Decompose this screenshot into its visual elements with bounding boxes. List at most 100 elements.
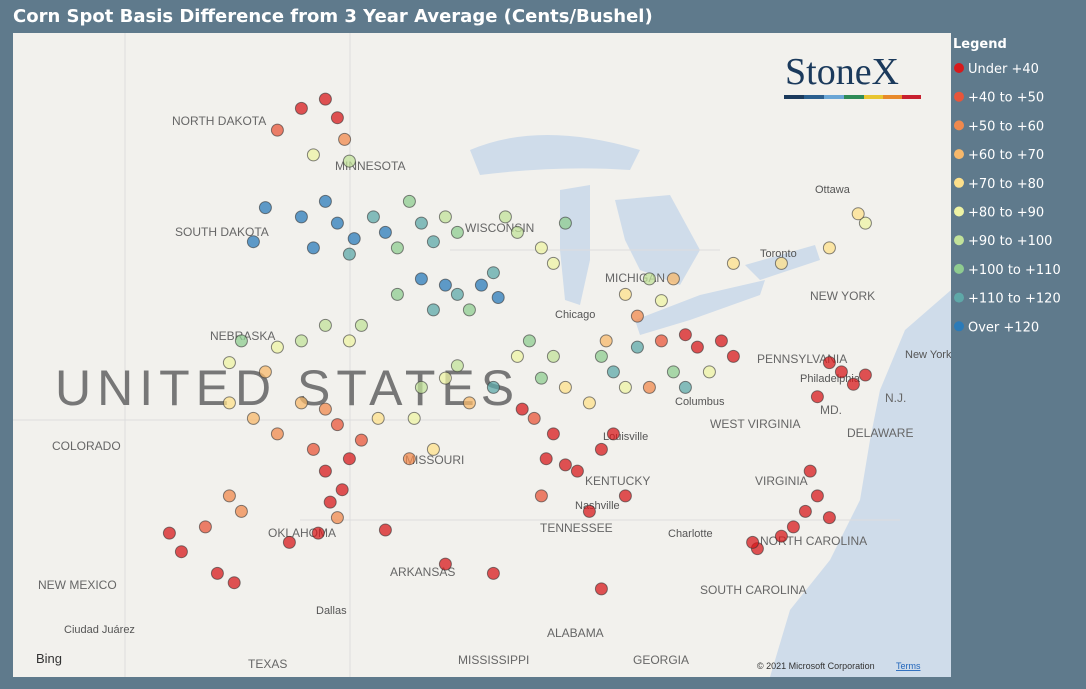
city-label: Dallas xyxy=(316,605,347,617)
lake-michigan xyxy=(560,185,590,305)
data-point xyxy=(822,241,836,255)
map-label: TENNESSEE xyxy=(540,521,613,535)
data-point xyxy=(546,427,560,441)
data-point xyxy=(618,489,632,503)
map-label: GEORGIA xyxy=(633,653,689,667)
data-point xyxy=(714,334,728,348)
city-label: Chicago xyxy=(555,309,595,321)
data-point xyxy=(407,411,421,425)
data-point xyxy=(342,452,356,466)
data-point xyxy=(798,504,812,518)
bing: Bing xyxy=(36,651,62,666)
data-point xyxy=(642,272,656,286)
data-point xyxy=(222,489,236,503)
city-label: Nashville xyxy=(575,500,620,512)
city-label: Toronto xyxy=(760,248,797,260)
data-point xyxy=(618,380,632,394)
data-point xyxy=(858,368,872,382)
legend-label: Over +120 xyxy=(968,320,1039,335)
points xyxy=(162,92,872,596)
map-background xyxy=(13,33,951,677)
map-label: ARKANSAS xyxy=(390,565,455,579)
legend-swatch xyxy=(954,292,964,303)
data-point xyxy=(330,418,344,432)
map-label: MICHIGAN xyxy=(605,271,665,285)
map-label: OKLAHOMA xyxy=(268,526,336,540)
data-point xyxy=(311,526,325,540)
map-label: MD. xyxy=(820,403,842,417)
data-point xyxy=(558,216,572,230)
legend-label: +90 to +100 xyxy=(968,234,1052,249)
legend-label: Under +40 xyxy=(968,62,1039,77)
data-point xyxy=(438,278,452,292)
data-point xyxy=(582,396,596,410)
legend-title: Legend xyxy=(953,37,1007,52)
data-point xyxy=(426,303,440,317)
data-point xyxy=(810,390,824,404)
data-point xyxy=(227,576,241,590)
data-point xyxy=(330,111,344,125)
legend: Under +40 +40 to +50 +50 to +60 +60 to +70 +… xyxy=(954,62,1061,335)
data-point xyxy=(594,349,608,363)
data-point xyxy=(354,318,368,332)
data-point xyxy=(678,380,692,394)
map-labels: NORTH DAKOTA MINNESOTA SOUTH DAKOTA WISC… xyxy=(38,114,951,671)
legend-swatch xyxy=(954,263,964,274)
data-point xyxy=(318,92,332,106)
legend-label: +80 to +90 xyxy=(968,206,1044,221)
data-point xyxy=(294,334,308,348)
data-point xyxy=(378,225,392,239)
data-point xyxy=(294,396,308,410)
data-point xyxy=(822,511,836,525)
legend-swatch xyxy=(954,235,964,246)
data-point xyxy=(294,101,308,115)
data-point xyxy=(450,287,464,301)
data-point xyxy=(654,334,668,348)
map-label: ALABAMA xyxy=(547,626,604,640)
legend-swatch xyxy=(954,206,964,217)
data-point xyxy=(630,340,644,354)
data-point xyxy=(318,402,332,416)
data-point xyxy=(539,452,553,466)
data-point xyxy=(198,520,212,534)
data-point xyxy=(534,489,548,503)
data-point xyxy=(558,380,572,394)
data-point xyxy=(510,349,524,363)
map-label: NEW YORK xyxy=(810,289,875,303)
data-point xyxy=(594,582,608,596)
data-point xyxy=(618,287,632,301)
city-label: Ottawa xyxy=(815,184,851,196)
data-point xyxy=(402,452,416,466)
data-point xyxy=(515,402,529,416)
data-point xyxy=(570,464,584,478)
legend-label: +60 to +70 xyxy=(968,148,1044,163)
data-point xyxy=(162,526,176,540)
legend-swatch xyxy=(954,91,964,102)
data-point xyxy=(746,535,760,549)
data-point xyxy=(282,535,296,549)
data-point xyxy=(486,266,500,280)
map-label: VIRGINIA xyxy=(755,474,808,488)
data-point xyxy=(486,566,500,580)
data-point xyxy=(594,442,608,456)
data-point xyxy=(846,377,860,391)
data-point xyxy=(534,241,548,255)
logo-bar xyxy=(784,95,921,99)
data-point xyxy=(630,309,644,323)
data-point xyxy=(378,523,392,537)
legend-label: +100 to +110 xyxy=(968,263,1061,278)
data-point xyxy=(462,303,476,317)
data-point xyxy=(690,340,704,354)
data-point xyxy=(414,380,428,394)
data-point xyxy=(426,235,440,249)
data-point xyxy=(786,520,800,534)
data-point xyxy=(342,334,356,348)
data-point xyxy=(522,334,536,348)
data-point xyxy=(486,380,500,394)
map-label: KENTUCKY xyxy=(585,474,650,488)
map-label: TEXAS xyxy=(248,657,287,671)
terms-link[interactable]: Terms xyxy=(896,661,921,671)
data-point xyxy=(851,207,865,221)
data-point xyxy=(702,365,716,379)
